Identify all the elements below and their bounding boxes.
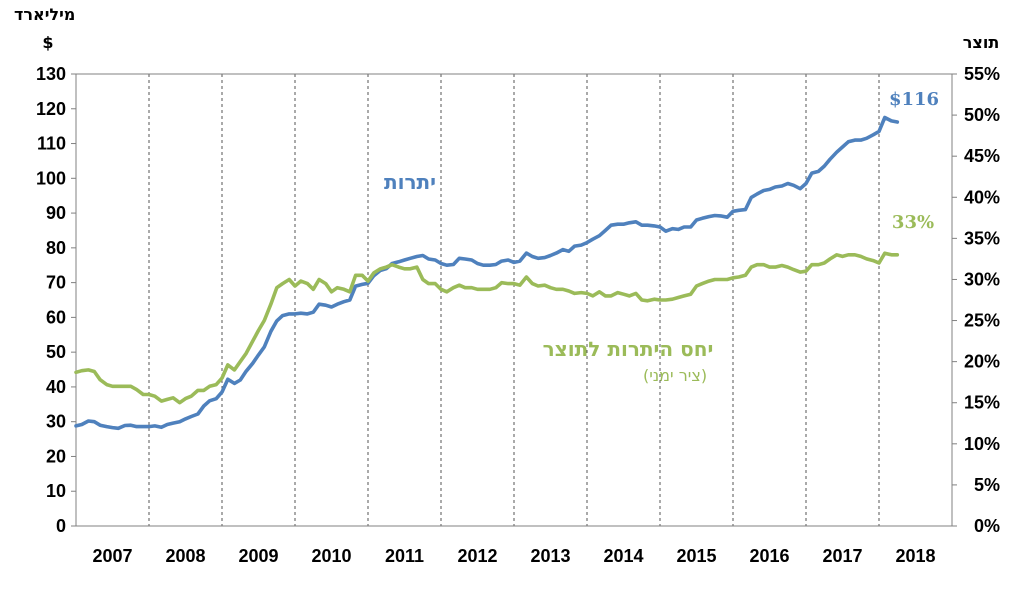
right-tick-label-40%: 40% bbox=[964, 187, 1000, 207]
x-tick-label-2016: 2016 bbox=[749, 546, 789, 566]
left-axis-title-line2: $ bbox=[42, 33, 53, 52]
x-tick-label-2007: 2007 bbox=[92, 546, 132, 566]
right-tick-label-30%: 30% bbox=[964, 269, 1000, 289]
left-tick-label-10: 10 bbox=[46, 481, 66, 501]
right-tick-label-20%: 20% bbox=[964, 352, 1000, 372]
x-gridlines bbox=[148, 74, 880, 526]
left-tick-label-120: 120 bbox=[36, 99, 66, 119]
right-axis-title: תוצר bbox=[963, 33, 1000, 52]
left-tick-label-30: 30 bbox=[46, 412, 66, 432]
left-tick-label-110: 110 bbox=[37, 134, 66, 154]
x-tick-label-2015: 2015 bbox=[676, 546, 716, 566]
x-tick-label-2018: 2018 bbox=[895, 546, 935, 566]
left-tick-label-90: 90 bbox=[46, 203, 66, 223]
x-axis: 2007 2008 2009 2010 2011 2012 2013 2014 2015 2016… bbox=[92, 546, 935, 566]
right-tick-label-35%: 35% bbox=[964, 228, 1000, 248]
right-tick-label-50%: 50% bbox=[964, 105, 1000, 125]
reserves-line bbox=[74, 115, 900, 431]
right-tick-label-5%: 5% bbox=[974, 475, 1000, 495]
right-tick-label-45%: 45% bbox=[964, 146, 1000, 166]
left-axis: 0 10 20 30 40 50 60 70 80 90 100 110 120 130 bbox=[36, 64, 76, 536]
x-tick-label-2009: 2009 bbox=[238, 546, 278, 566]
end-label-reserves: $116 bbox=[889, 89, 939, 110]
reserves-to-gdp-line bbox=[74, 251, 900, 405]
series-lines bbox=[74, 115, 900, 431]
plot-area-frame bbox=[75, 73, 953, 527]
x-tick-label-2008: 2008 bbox=[165, 546, 205, 566]
right-tick-label-55%: 55% bbox=[964, 64, 1000, 84]
x-tick-label-2013: 2013 bbox=[530, 546, 570, 566]
left-tick-label-80: 80 bbox=[46, 238, 66, 258]
right-tick-label-0%: 0% bbox=[974, 516, 1000, 536]
right-tick-label-10%: 10% bbox=[964, 434, 1000, 454]
left-tick-label-40: 40 bbox=[46, 377, 66, 397]
left-tick-label-20: 20 bbox=[46, 446, 66, 466]
end-label-reserves-gdp: 33% bbox=[892, 212, 934, 233]
x-tick-label-2011: 2011 bbox=[385, 546, 424, 566]
series-label-reserves-gdp: יחס היתרות לתוצר bbox=[543, 337, 714, 361]
right-tick-label-25%: 25% bbox=[964, 311, 1000, 331]
left-tick-label-0: 0 bbox=[56, 516, 66, 536]
series-label-right-axis-note: (ציר ימני) bbox=[643, 366, 707, 385]
x-tick-label-2014: 2014 bbox=[603, 546, 643, 566]
left-tick-label-60: 60 bbox=[46, 307, 66, 327]
left-tick-label-100: 100 bbox=[36, 168, 66, 188]
x-tick-label-2010: 2010 bbox=[311, 546, 351, 566]
left-tick-label-130: 130 bbox=[36, 64, 66, 84]
x-tick-label-2012: 2012 bbox=[457, 546, 497, 566]
series-label-reserves: יתרות bbox=[384, 170, 436, 194]
right-tick-label-15%: 15% bbox=[964, 393, 1000, 413]
left-tick-label-50: 50 bbox=[46, 342, 66, 362]
right-axis: 0% 5% 10% 15% 20% 25% 30% 35% 40% 45% 50% 55% bbox=[952, 64, 1000, 536]
x-tick-label-2017: 2017 bbox=[822, 546, 862, 566]
left-axis-title-line1: מיליארד bbox=[14, 5, 75, 24]
left-tick-label-70: 70 bbox=[46, 273, 66, 293]
